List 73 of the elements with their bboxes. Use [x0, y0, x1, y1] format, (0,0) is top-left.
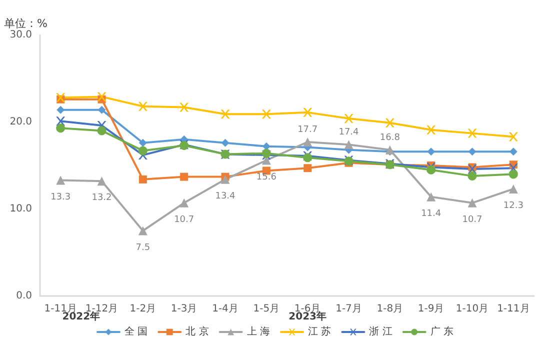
data-label: 16.8 — [380, 132, 400, 143]
x-tick-label: 1-2月 — [130, 304, 156, 314]
point — [509, 148, 518, 156]
point — [56, 106, 65, 114]
point — [138, 102, 148, 111]
point — [221, 138, 230, 147]
point — [426, 192, 436, 202]
point — [508, 170, 518, 179]
point — [426, 165, 436, 174]
point — [97, 176, 106, 186]
legend-label: 全 国 — [124, 326, 148, 338]
point — [56, 124, 66, 133]
x-tick-label: 1-11月 — [497, 304, 530, 314]
point — [344, 140, 354, 150]
point — [220, 174, 230, 184]
point — [56, 116, 66, 126]
legend-label: 上 海 — [246, 326, 270, 338]
y-tick-label: 0.0 — [16, 290, 32, 302]
point — [426, 125, 436, 134]
x-tick-label: 1-8月 — [376, 304, 404, 314]
data-label: 17.4 — [338, 128, 360, 138]
data-label: 13.4 — [215, 191, 236, 202]
legend-label: 浙 江 — [369, 326, 392, 338]
x-tick-label: 1-4月 — [212, 304, 238, 314]
data-label: 10.7 — [174, 214, 194, 225]
point — [468, 148, 476, 156]
point — [138, 226, 148, 236]
point — [344, 114, 354, 124]
point — [180, 198, 189, 208]
y-tick-label: 10.0 — [10, 204, 32, 214]
x-tick-label: 1-5月 — [253, 304, 280, 314]
data-label: 13.2 — [92, 193, 112, 204]
data-label: 17.7 — [298, 125, 318, 136]
data-label: 7.5 — [136, 242, 150, 253]
point — [385, 118, 394, 128]
legend-label: 北 京 — [186, 326, 209, 338]
point — [468, 198, 477, 208]
x-tick-label: 1-7月 — [336, 304, 362, 314]
x-tick-label: 1-3月 — [170, 304, 198, 314]
data-label: 12.3 — [503, 200, 524, 211]
point — [56, 176, 66, 185]
legend-label: 江 苏 — [308, 326, 332, 338]
text: 2022年 — [62, 310, 100, 322]
point — [508, 132, 518, 142]
data-label: 11.4 — [421, 208, 442, 219]
point — [97, 92, 106, 102]
y-tick-label: 20.0 — [10, 116, 32, 128]
point — [468, 171, 477, 180]
point — [262, 110, 271, 119]
data-label: 10.7 — [462, 214, 482, 225]
data-label: 13.3 — [50, 192, 71, 202]
point — [138, 146, 148, 156]
point — [303, 138, 312, 147]
point — [138, 175, 147, 184]
point — [180, 102, 189, 112]
point — [97, 126, 106, 136]
point — [220, 110, 230, 119]
text: 2023年 — [288, 310, 327, 322]
point — [385, 145, 394, 154]
x-tick-label: 1-10月 — [456, 304, 489, 314]
data-label: 15.6 — [256, 172, 277, 182]
point — [304, 164, 312, 172]
point — [427, 148, 436, 156]
point — [138, 138, 147, 147]
point — [98, 106, 106, 114]
y-tick-label: 30.0 — [10, 30, 32, 40]
point — [508, 184, 518, 194]
point — [468, 128, 477, 138]
y-axis-title: 单位：% — [4, 17, 48, 30]
point — [180, 172, 188, 181]
legend-label: 广 东 — [430, 326, 454, 338]
x-tick-label: 1-9月 — [418, 304, 444, 314]
point — [303, 108, 312, 117]
